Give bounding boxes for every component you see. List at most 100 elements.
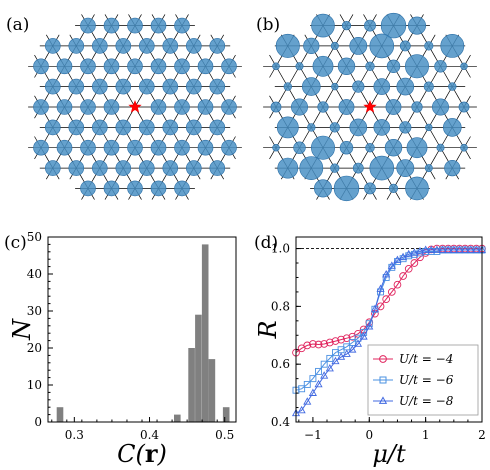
lattice-site: [92, 78, 108, 95]
data-point: [360, 328, 368, 336]
x-tick-label: −1: [304, 428, 322, 442]
lattice-site: [80, 58, 96, 75]
lattice-site: [440, 34, 465, 58]
lattice-site: [221, 58, 237, 75]
data-point: [472, 245, 481, 253]
lattice-site: [277, 157, 299, 179]
lattice-site: [92, 38, 108, 54]
lattice-site: [386, 59, 401, 74]
data-point: [308, 388, 317, 396]
data-point: [404, 264, 413, 273]
data-point: [415, 246, 425, 255]
lattice-site: [33, 99, 49, 115]
lattice-site: [330, 41, 339, 50]
plot-frame: [295, 236, 483, 423]
legend-label: U/t = −4: [399, 352, 453, 366]
lattice-site: [272, 62, 280, 71]
lattice-site: [174, 139, 190, 156]
data-point: [331, 337, 340, 345]
lattice-site: [174, 99, 190, 115]
data-point: [404, 249, 413, 258]
histogram-bar: [222, 407, 230, 422]
lattice-site: [209, 160, 226, 176]
data-point: [325, 338, 334, 347]
lattice-site: [56, 139, 73, 156]
lattice-site: [150, 99, 167, 115]
lattice-site: [338, 99, 355, 115]
data-point: [342, 334, 351, 343]
lattice-site: [352, 162, 364, 174]
lattice-site: [337, 57, 356, 76]
legend-marker: [379, 376, 387, 384]
data-point: [348, 345, 357, 353]
lattice-site: [460, 62, 468, 71]
data-point: [399, 252, 408, 261]
lattice-site: [44, 160, 61, 176]
legend-marker: [379, 355, 387, 363]
y-tick-label: 0: [34, 415, 42, 429]
lattice-site: [399, 121, 412, 134]
lattice-site: [396, 159, 415, 178]
histogram-bar: [208, 359, 216, 422]
histogram-bar: [174, 414, 181, 422]
lattice-site: [115, 38, 132, 54]
lattice-site: [103, 58, 120, 75]
data-point: [376, 284, 385, 292]
lattice-site: [330, 163, 340, 173]
lattice-site: [349, 118, 368, 137]
lattice-site: [424, 41, 434, 51]
lattice-site: [431, 98, 449, 116]
lattice-site: [162, 119, 179, 136]
lattice-site: [411, 101, 423, 113]
lattice-site: [115, 119, 132, 136]
lattice-site: [221, 139, 237, 156]
data-point: [314, 340, 323, 349]
lattice-site: [92, 119, 108, 136]
lattice-site: [329, 122, 340, 133]
lattice-site: [127, 139, 143, 156]
data-point: [353, 339, 363, 347]
lattice-site: [388, 183, 399, 193]
lattice-site: [270, 101, 282, 113]
data-point: [438, 245, 447, 253]
impurity-star: [128, 100, 142, 113]
lattice-site: [33, 139, 49, 156]
lattice-panel-b: (b): [256, 12, 477, 202]
histogram-panel-c: (c) 0 10 20 30 40 50 0.3 0.4 0.5 C(r) N: [4, 230, 237, 468]
data-point: [320, 340, 329, 348]
lattice-site: [80, 17, 96, 34]
lattice-site: [364, 19, 376, 32]
lattice-site: [56, 58, 73, 75]
data-point: [387, 261, 396, 269]
lattice-site: [221, 99, 237, 115]
lattice-site: [80, 99, 96, 115]
lattice-site: [317, 101, 329, 113]
y-tick-label: 40: [27, 267, 42, 281]
data-point: [449, 245, 458, 253]
lattice-site: [364, 182, 376, 195]
lattice-site: [272, 144, 280, 152]
lattice-site: [399, 40, 411, 52]
data-point: [325, 363, 334, 372]
lattice-site: [150, 17, 167, 34]
lattice-site: [127, 58, 143, 75]
lattice-site: [92, 160, 108, 176]
data-point: [455, 245, 464, 253]
lattice-site: [174, 180, 190, 197]
impurity-star: [363, 100, 377, 113]
lattice-site: [373, 78, 391, 95]
lattice-site: [404, 54, 429, 79]
legend-marker: [378, 396, 388, 404]
lattice-site: [186, 160, 202, 176]
lattice-site: [436, 143, 445, 152]
x-axis-label: μ/t: [372, 440, 406, 468]
lattice-site: [448, 82, 457, 91]
lattice-site: [331, 82, 339, 91]
lattice-site: [44, 38, 61, 54]
lattice-site: [384, 139, 403, 157]
lattice-site: [162, 38, 179, 54]
data-point: [382, 295, 391, 303]
lattice-site: [197, 99, 214, 115]
legend-label: U/t = −6: [399, 373, 454, 387]
